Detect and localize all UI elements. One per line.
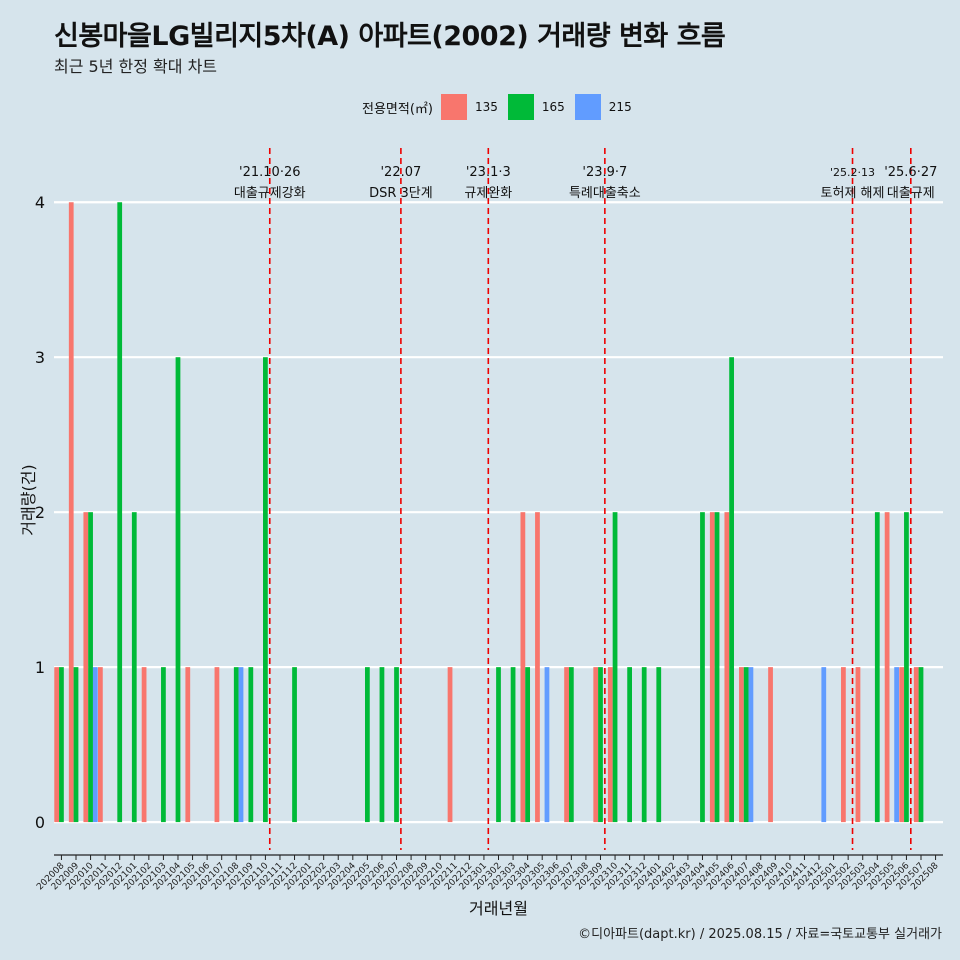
bar-215-202412 — [821, 667, 827, 823]
bar-135-202105 — [185, 667, 191, 823]
bar-165-202302 — [496, 667, 501, 823]
bar-165-202404 — [700, 512, 705, 823]
bar-165-202405 — [714, 512, 720, 823]
legend-item-215: 215 — [574, 94, 632, 120]
bar-135-202506 — [899, 667, 905, 823]
y-tick-label: 3 — [35, 348, 45, 367]
bar-135-202503 — [855, 667, 861, 823]
bar-165-202506 — [904, 512, 909, 823]
bar-165-202310 — [612, 512, 618, 823]
bar-135-202505 — [884, 512, 890, 823]
bar-135-202107 — [214, 667, 220, 823]
bar-165-202101 — [131, 512, 137, 823]
legend-title: 전용면적(㎡) — [362, 101, 433, 117]
y-tick-label: 0 — [35, 813, 45, 832]
legend-label-215: 215 — [608, 100, 632, 114]
bar-135-202211 — [447, 667, 453, 823]
bar-135-202405 — [709, 512, 715, 823]
bar-165-202309 — [598, 667, 603, 823]
bar-135-202507 — [913, 667, 919, 823]
bar-165-202009 — [73, 667, 79, 823]
y-axis-title: 거래량(건) — [19, 464, 38, 535]
bar-135-202102 — [141, 667, 147, 823]
legend-swatch-165 — [507, 94, 534, 120]
bar-135-202307 — [564, 667, 569, 823]
event-date-label: '21.10·26 — [239, 165, 300, 180]
bar-215-202010 — [92, 667, 98, 823]
bar-165-202406 — [729, 357, 734, 823]
x-axis-title: 거래년월 — [469, 899, 528, 918]
event-date-label: '23.1·3 — [466, 165, 511, 180]
bar-165-202205 — [364, 667, 370, 823]
bar-165-202507 — [918, 667, 924, 823]
bar-165-202008 — [59, 667, 64, 823]
bar-165-202401 — [656, 667, 662, 823]
bar-135-202407 — [739, 667, 744, 823]
bar-215-202505 — [894, 667, 900, 823]
event-name-label: 특례대출축소 — [569, 186, 641, 201]
bar-165-202109 — [248, 667, 254, 823]
bar-165-202108 — [233, 667, 239, 823]
bar-215-202305 — [544, 667, 550, 823]
y-tick-label: 1 — [35, 658, 45, 677]
legend-swatch-215 — [574, 94, 601, 120]
bar-165-202307 — [568, 667, 574, 823]
bar-165-202311 — [627, 667, 633, 823]
bar-165-202012 — [117, 202, 123, 823]
legend-item-135: 135 — [440, 94, 498, 120]
event-name-label: 규제완화 — [464, 186, 512, 201]
y-tick-label: 4 — [35, 193, 45, 212]
bar-165-202103 — [161, 667, 166, 823]
legend-swatch-135 — [440, 94, 467, 120]
bar-135-202009 — [68, 202, 74, 823]
bar-135-202304 — [520, 512, 526, 823]
y-tick-label: 2 — [35, 503, 45, 522]
event-date-label: '22.07 — [380, 165, 421, 180]
event-date-label: '23.9·7 — [582, 165, 627, 180]
bar-165-202304 — [525, 667, 531, 823]
legend: 전용면적(㎡) 135 165 215 — [362, 93, 642, 121]
bar-165-202207 — [394, 667, 399, 823]
bar-165-202110 — [263, 357, 268, 823]
bar-135-202309 — [593, 667, 599, 823]
bar-135-202310 — [607, 667, 613, 823]
bar-215-202108 — [238, 667, 244, 823]
bar-165-202112 — [292, 667, 297, 823]
bar-135-202406 — [724, 512, 730, 823]
event-date-label: '25.2·13 — [830, 166, 875, 179]
source-caption: ©디아파트(dapt.kr) / 2025.08.15 / 자료=국토교통부 실… — [578, 927, 942, 942]
bar-165-202407 — [743, 667, 749, 823]
bar-135-202011 — [97, 667, 103, 823]
event-name-label: 토허제 해제 — [821, 186, 885, 201]
bar-165-202010 — [88, 512, 93, 823]
chart-subtitle: 최근 5년 한정 확대 차트 — [54, 57, 218, 76]
bar-165-202104 — [175, 357, 181, 823]
bar-135-202409 — [768, 667, 773, 823]
bar-135-202008 — [54, 667, 60, 823]
bar-215-202407 — [748, 667, 754, 823]
bar-165-202312 — [641, 667, 647, 823]
bar-165-202504 — [874, 512, 880, 823]
event-name-label: 대출규제강화 — [234, 186, 306, 201]
legend-label-165: 165 — [541, 100, 565, 114]
event-date-label: '25.6·27 — [884, 165, 937, 180]
bar-165-202206 — [379, 667, 385, 823]
bar-135-202010 — [83, 512, 89, 823]
event-name-label: 대출규제 — [887, 186, 935, 201]
bar-165-202303 — [510, 667, 516, 823]
chart-title: 신봉마을LG빌리지5차(A) 아파트(2002) 거래량 변화 흐름 — [54, 21, 726, 52]
legend-label-135: 135 — [474, 100, 498, 114]
bar-135-202305 — [535, 512, 540, 823]
event-name-label: DSR 3단계 — [369, 186, 433, 201]
bar-135-202502 — [841, 667, 846, 823]
legend-item-165: 165 — [507, 94, 565, 120]
